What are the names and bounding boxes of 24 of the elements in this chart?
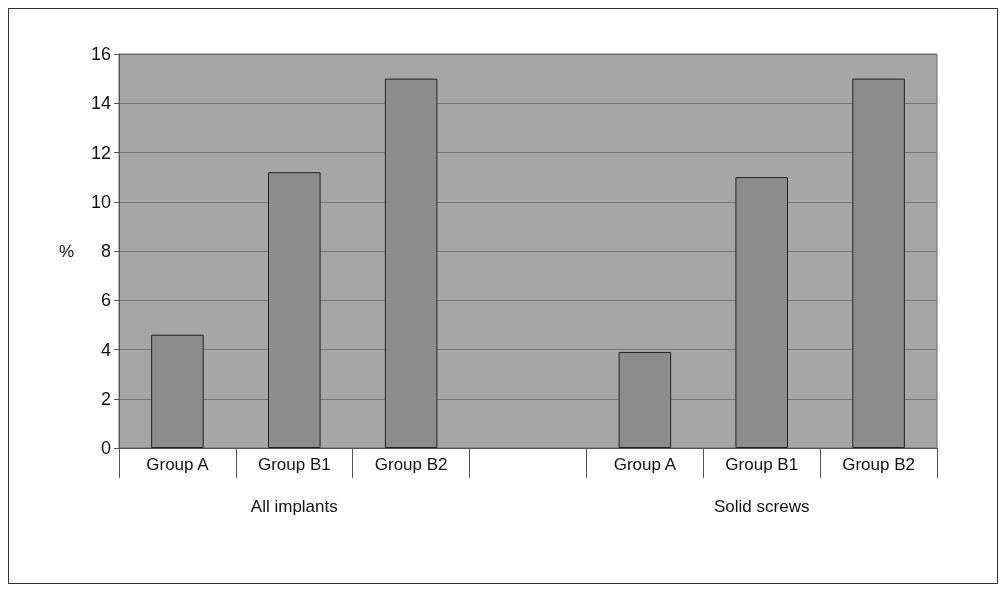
text: Solid screws xyxy=(714,497,810,516)
y-tick-label: 12 xyxy=(90,142,111,163)
y-tick-label: 2 xyxy=(100,388,111,409)
x-tick-label: Group A xyxy=(613,455,677,474)
bar xyxy=(151,334,204,448)
y-tick-label: 0 xyxy=(100,438,111,458)
bar xyxy=(852,78,905,448)
bar xyxy=(618,351,672,448)
y-tick-label: 16 xyxy=(90,44,111,64)
x-tick-label: Group B1 xyxy=(257,455,331,474)
y-axis-title: % xyxy=(58,241,74,261)
y-tick-label: 10 xyxy=(90,191,111,212)
y-tick-label: 14 xyxy=(90,93,111,114)
bar xyxy=(267,172,321,448)
y-tick-label: 8 xyxy=(100,241,111,261)
y-tick-label: 6 xyxy=(100,290,111,311)
text: All implants xyxy=(250,497,338,516)
bar xyxy=(735,177,789,448)
x-tick-label: Group B2 xyxy=(374,455,448,474)
x-tick-label: Group B1 xyxy=(725,455,799,474)
x-tick-label: Group A xyxy=(146,455,210,474)
y-tick-label: 4 xyxy=(100,339,111,360)
bar xyxy=(384,78,438,448)
x-tick-label: Group B2 xyxy=(842,455,915,474)
